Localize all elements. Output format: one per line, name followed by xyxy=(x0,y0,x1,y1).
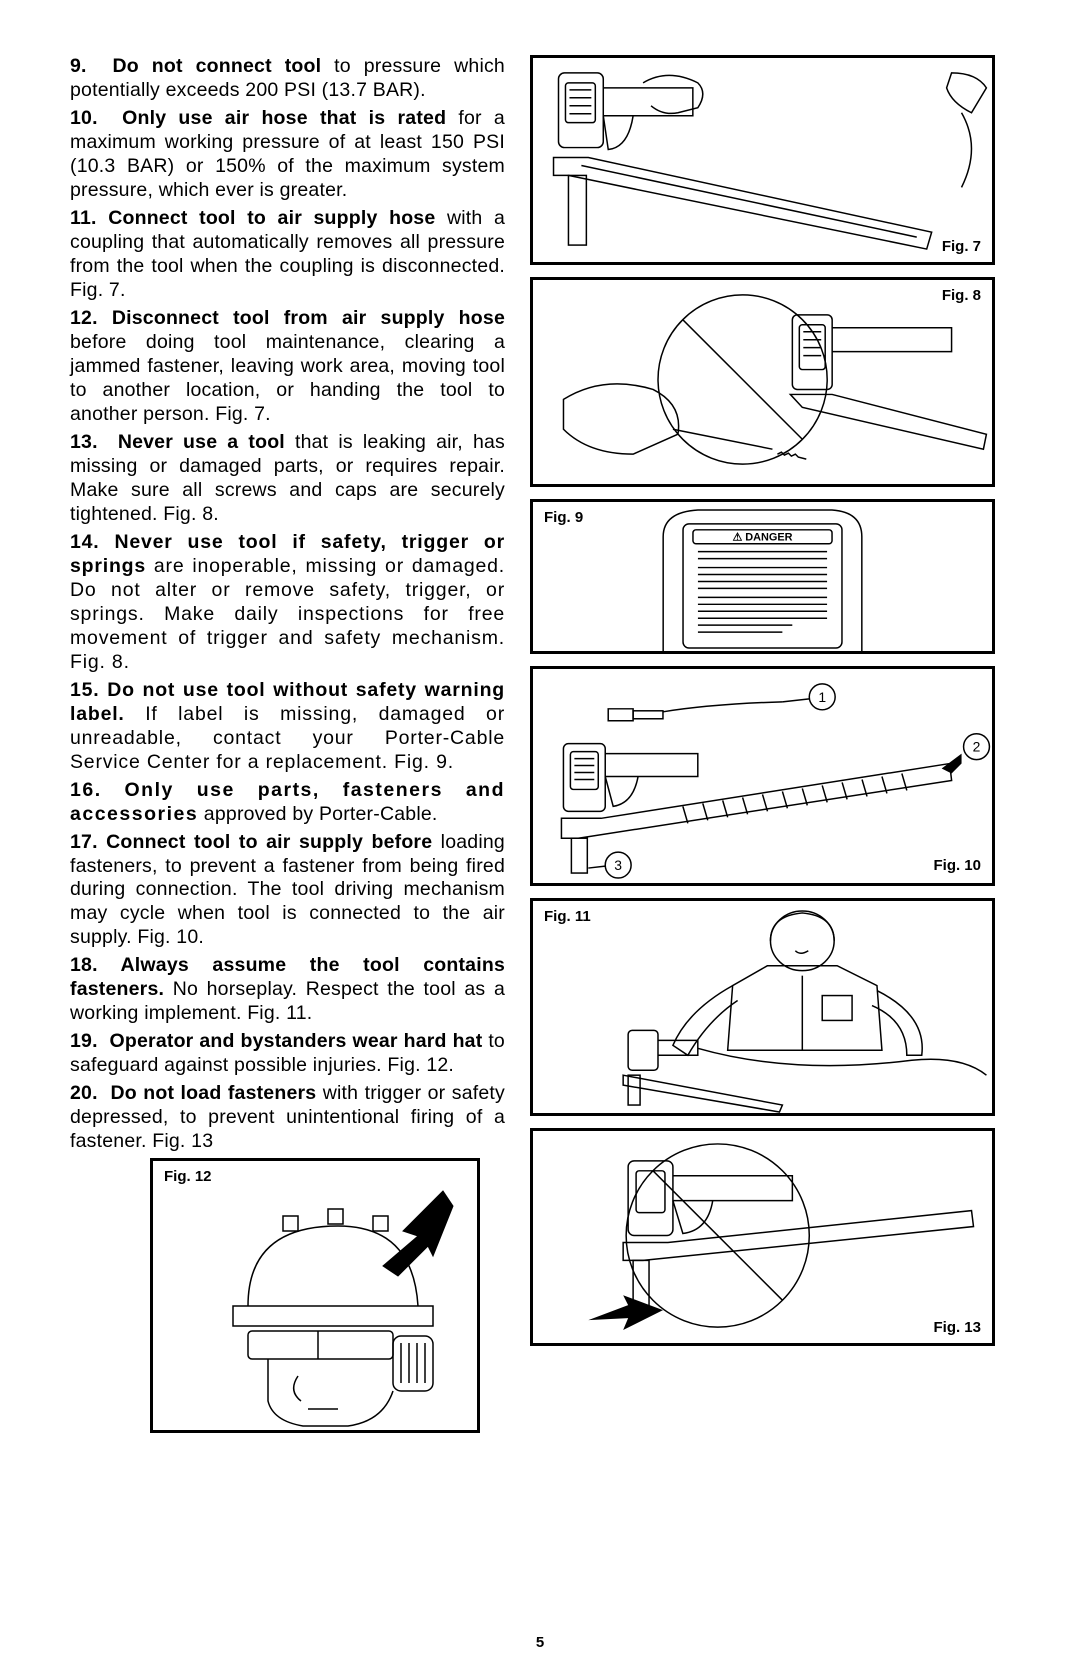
fig-11-label: Fig. 11 xyxy=(541,907,594,926)
fig11-illustration xyxy=(533,901,992,1113)
item-bold: Do not load fasteners xyxy=(110,1082,316,1104)
figure-7: Fig. 7 xyxy=(530,55,995,265)
item-9: 9. Do not connect tool to pressure which… xyxy=(70,55,505,103)
item-bold: Operator and bystanders wear hard hat xyxy=(110,1030,483,1052)
fig-8-label: Fig. 8 xyxy=(939,286,984,305)
item-num: 18. xyxy=(70,954,98,976)
item-14: 14. Never use tool if safety, trigger or… xyxy=(70,531,505,675)
left-column: 9. Do not connect tool to pressure which… xyxy=(70,55,505,1433)
item-bold: Connect tool to air supply hose xyxy=(108,207,435,229)
item-num: 17. xyxy=(70,831,98,853)
item-16: 16. Only use parts, fasteners and access… xyxy=(70,779,505,827)
item-num: 10. xyxy=(70,107,98,129)
figure-8: Fig. 8 xyxy=(530,277,995,487)
item-num: 14. xyxy=(70,531,100,553)
fig-7-label: Fig. 7 xyxy=(939,237,984,256)
fig-10-label: Fig. 10 xyxy=(930,856,984,875)
figure-9: Fig. 9 ⚠ DANGER xyxy=(530,499,995,654)
item-17: 17. Connect tool to air supply before lo… xyxy=(70,831,505,951)
fig8-illustration xyxy=(533,280,992,484)
item-18: 18. Always assume the tool contains fast… xyxy=(70,954,505,1026)
fig-12-label: Fig. 12 xyxy=(161,1167,215,1186)
right-column: Fig. 7 Fig. 8 xyxy=(530,55,995,1433)
svg-text:1: 1 xyxy=(818,689,826,705)
item-bold: Do not connect tool xyxy=(113,55,322,77)
svg-text:2: 2 xyxy=(973,739,981,755)
item-bold: Connect tool to air supply before xyxy=(106,831,432,853)
item-num: 11. xyxy=(70,207,97,229)
item-num: 12. xyxy=(70,307,98,329)
item-num: 19. xyxy=(70,1030,98,1052)
figure-10: Fig. 10 1 xyxy=(530,666,995,886)
page-number: 5 xyxy=(536,1634,544,1651)
fig12-illustration xyxy=(153,1161,483,1436)
fig10-illustration: 1 2 3 xyxy=(533,669,992,883)
item-num: 15. xyxy=(70,679,100,701)
fig7-illustration xyxy=(533,58,992,262)
item-num: 9. xyxy=(70,55,87,77)
item-15: 15. Do not use tool without safety warni… xyxy=(70,679,505,775)
item-num: 20. xyxy=(70,1082,98,1104)
item-bold: Only use air hose that is rated xyxy=(122,107,446,129)
svg-text:3: 3 xyxy=(614,857,622,873)
item-10: 10. Only use air hose that is rated for … xyxy=(70,107,505,203)
item-rest: If label is missing, damaged or unreadab… xyxy=(70,703,505,773)
figure-12: Fig. 12 xyxy=(150,1158,480,1433)
item-bold: Never use a tool xyxy=(118,431,285,453)
item-11: 11. Connect tool to air supply hose with… xyxy=(70,207,505,303)
fig9-illustration: ⚠ DANGER xyxy=(533,502,992,651)
page-content: 9. Do not connect tool to pressure which… xyxy=(0,0,1080,1463)
fig-13-label: Fig. 13 xyxy=(930,1318,984,1337)
item-12: 12. Disconnect tool from air supply hose… xyxy=(70,307,505,427)
fig13-illustration xyxy=(533,1131,992,1343)
item-num: 16. xyxy=(70,779,102,801)
item-13: 13. Never use a tool that is leaking air… xyxy=(70,431,505,527)
item-bold: Disconnect tool from air supply hose xyxy=(112,307,505,329)
item-rest: before doing tool maintenance, clearing … xyxy=(70,331,505,425)
item-num: 13. xyxy=(70,431,98,453)
figure-13: Fig. 13 xyxy=(530,1128,995,1346)
danger-label: ⚠ DANGER xyxy=(732,532,792,544)
item-19: 19. Operator and bystanders wear hard ha… xyxy=(70,1030,505,1078)
item-rest: approved by Porter-Cable. xyxy=(198,803,437,825)
item-20: 20. Do not load fasteners with trigger o… xyxy=(70,1082,505,1154)
figure-11: Fig. 11 xyxy=(530,898,995,1116)
fig-9-label: Fig. 9 xyxy=(541,508,586,527)
